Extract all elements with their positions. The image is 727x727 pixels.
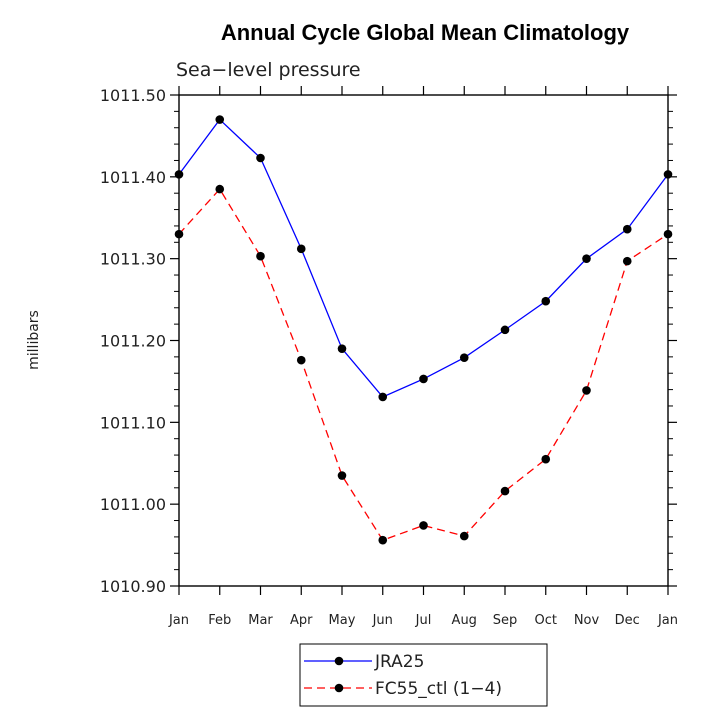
series-0-point <box>174 170 184 179</box>
series-1-point <box>419 521 428 530</box>
x-tick-label: Nov <box>574 613 600 628</box>
series-0-point <box>296 244 306 254</box>
x-tick-label: Feb <box>208 613 231 628</box>
y-tick-label: 1011.20 <box>100 332 166 351</box>
x-tick-label: Jan <box>657 613 678 628</box>
x-tick-label: Jul <box>415 613 432 628</box>
y-tick-label: 1011.40 <box>100 168 166 187</box>
series-layer <box>174 115 673 545</box>
series-1-point <box>296 355 306 365</box>
x-tick-label: Mar <box>248 613 273 628</box>
series-0-point <box>500 325 510 335</box>
series-line-1 <box>178 188 669 541</box>
series-0-point <box>419 374 428 384</box>
series-0-point <box>378 392 388 402</box>
series-0-point <box>215 115 225 124</box>
series-1-point <box>622 256 632 266</box>
legend-label-0: JRA25 <box>374 652 424 672</box>
series-1-point <box>500 486 510 496</box>
series-line-0 <box>178 118 669 398</box>
series-0-point <box>459 353 469 362</box>
x-tick-label: Oct <box>535 613 557 628</box>
series-1-point <box>174 229 184 239</box>
series-0-point <box>622 224 632 234</box>
series-1-point <box>215 184 225 194</box>
y-tick-labels: 1010.90 1011.00 1011.10 1011.20 1011.30 1011.… <box>100 86 166 596</box>
y-axis-label: millibars <box>26 310 42 370</box>
x-tick-label: May <box>329 613 356 628</box>
y-tick-label: 1011.10 <box>100 413 166 432</box>
y-tick-label: 1011.00 <box>100 495 166 514</box>
y-tick-label: 1010.90 <box>100 577 166 596</box>
series-0-point <box>256 153 265 163</box>
series-1-point <box>378 535 388 545</box>
axis-ticks <box>170 86 677 595</box>
series-1-point <box>337 471 347 480</box>
series-0-point <box>663 170 673 179</box>
series-0-point <box>541 296 551 306</box>
series-0-point <box>337 344 347 353</box>
series-0-point <box>582 254 591 263</box>
series-1-point <box>459 531 469 541</box>
plot-frame <box>178 94 669 587</box>
legend-marker-0 <box>334 656 344 666</box>
x-tick-label: Apr <box>290 613 313 628</box>
x-tick-label: Aug <box>452 613 477 628</box>
series-1-point <box>541 454 551 464</box>
legend: JRA25 FC55_ctl (1−4) <box>299 643 548 707</box>
legend-label-1: FC55_ctl (1−4) <box>375 679 502 699</box>
legend-box <box>299 643 548 707</box>
x-tick-label: Dec <box>615 613 640 628</box>
x-tick-labels: Jan Feb Mar Apr May Jun Jul Aug Sep Oct Nov Dec Jan <box>168 613 678 628</box>
chart-subtitle: Sea−level pressure <box>176 59 361 81</box>
series-1-point <box>663 229 673 239</box>
x-tick-label: Sep <box>493 613 518 628</box>
y-tick-label: 1011.50 <box>100 86 166 105</box>
legend-marker-1 <box>334 683 344 693</box>
x-tick-label: Jan <box>168 613 189 628</box>
x-tick-label: Jun <box>372 613 393 628</box>
series-1-point <box>256 251 265 261</box>
y-tick-label: 1011.30 <box>100 250 166 269</box>
chart-title: Annual Cycle Global Mean Climatology <box>221 20 630 45</box>
series-1-point <box>582 386 591 395</box>
